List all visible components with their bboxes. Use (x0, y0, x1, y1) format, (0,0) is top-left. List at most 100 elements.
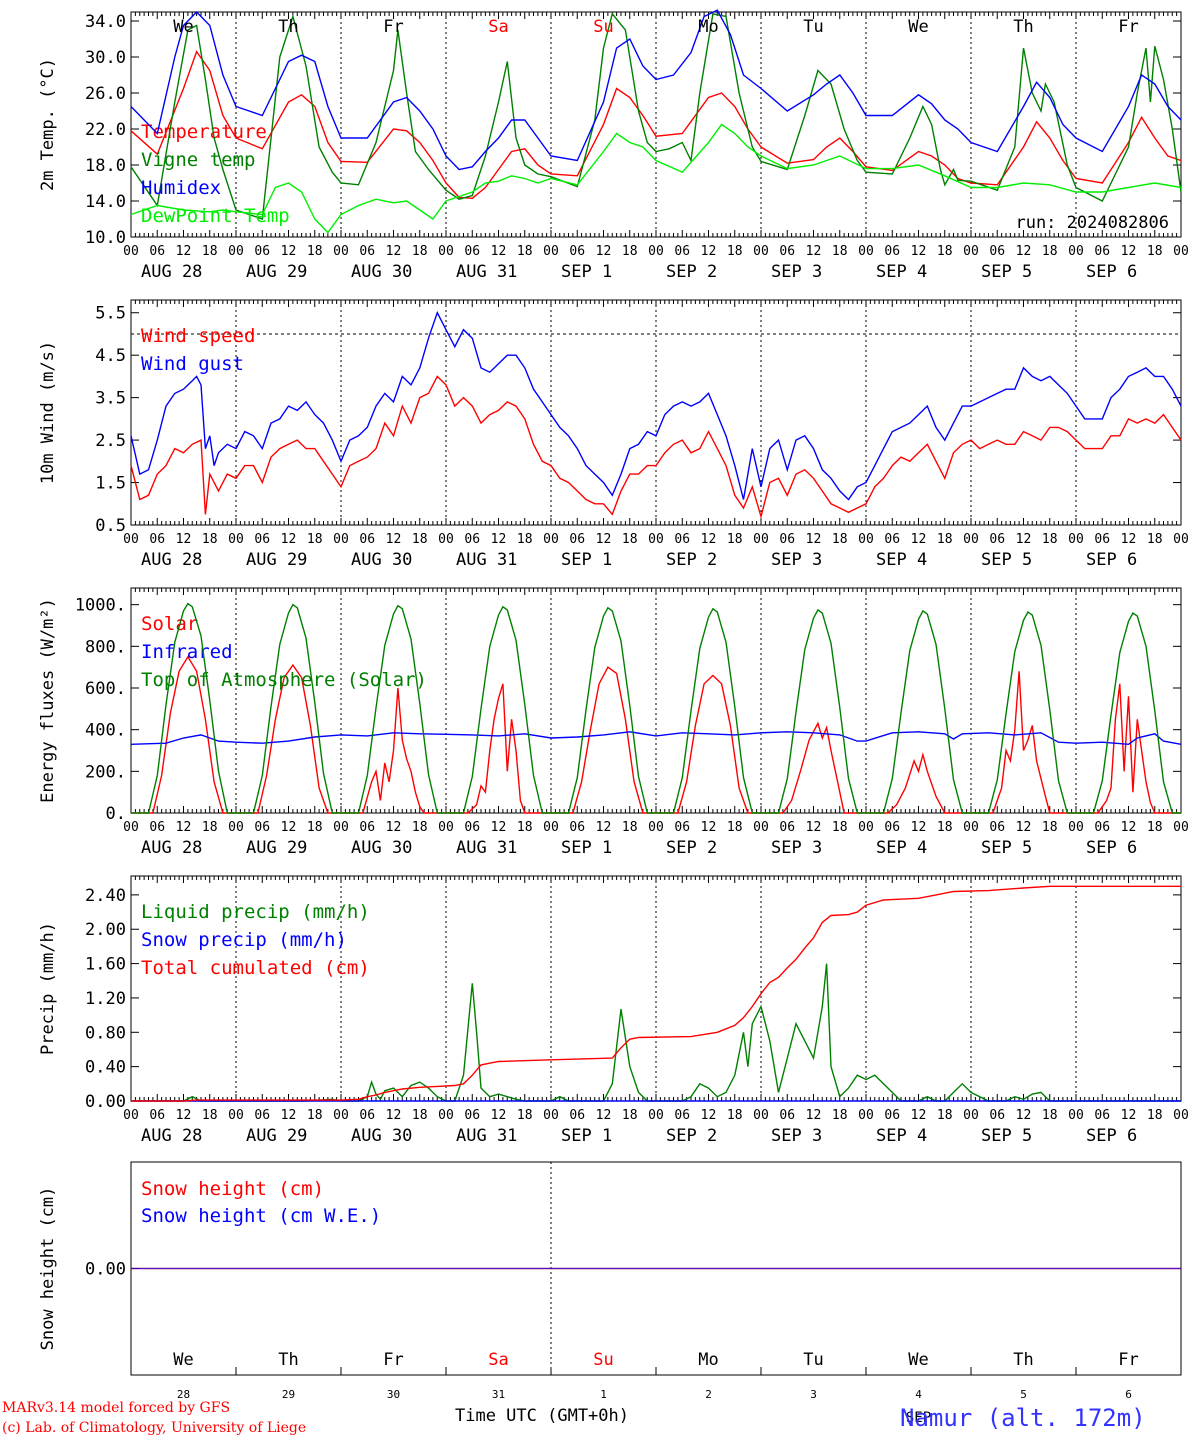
hour-label: 00 (648, 244, 664, 259)
date-label: SEP 4 (876, 838, 927, 858)
hour-label: 00 (123, 820, 139, 835)
hour-label: 00 (858, 820, 874, 835)
hour-label: 00 (1068, 244, 1084, 259)
day-number: 29 (282, 1388, 295, 1401)
hour-label: 00 (123, 1108, 139, 1123)
weekday-label: Fr (383, 17, 403, 37)
hour-label: 12 (911, 820, 927, 835)
y-tick-label: 1.20 (85, 989, 126, 1009)
hour-label: 00 (228, 532, 244, 547)
hour-label: 06 (569, 244, 585, 259)
hour-label: 06 (674, 820, 690, 835)
y-tick-label: 0.00 (85, 1260, 126, 1280)
hour-label: 00 (543, 820, 559, 835)
hour-label: 12 (806, 820, 822, 835)
station-label: Namur (alt. 172m) (900, 1404, 1146, 1432)
legend-entry: Wind gust (141, 353, 244, 375)
date-label: SEP 3 (771, 1126, 822, 1146)
weekday-label: Fr (1118, 17, 1138, 37)
y-tick-label: 0.00 (85, 1092, 126, 1112)
date-label: SEP 1 (561, 262, 612, 282)
hour-label: 06 (779, 1108, 795, 1123)
date-label: AUG 31 (456, 262, 517, 282)
weekday-label: Sa (488, 17, 508, 37)
hour-label: 18 (727, 820, 743, 835)
day-number: 30 (387, 1388, 400, 1401)
weekday-label: Su (593, 17, 613, 37)
date-label: AUG 30 (351, 262, 412, 282)
hour-label: 12 (911, 1108, 927, 1123)
hour-label: 06 (674, 244, 690, 259)
y-axis-label: 2m Temp. (°C) (38, 58, 58, 191)
hour-label: 18 (412, 1108, 428, 1123)
y-tick-label: 0. (106, 804, 126, 824)
y-tick-label: 3.5 (95, 389, 126, 409)
y-tick-label: 5.5 (95, 304, 126, 324)
series-line (131, 885, 1181, 1102)
time-axis-label: Time UTC (GMT+0h) (455, 1406, 629, 1426)
hour-label: 12 (176, 820, 192, 835)
hour-label: 00 (858, 1108, 874, 1123)
legend-entry: DewPoint Temp (141, 205, 290, 227)
hour-label: 18 (202, 532, 218, 547)
model-credit: MARv3.14 model forced by GFS (2, 1400, 231, 1416)
weekday-label: Th (1013, 1350, 1033, 1370)
hour-label: 00 (753, 820, 769, 835)
hour-label: 00 (753, 244, 769, 259)
hour-label: 00 (1068, 1108, 1084, 1123)
y-tick-label: 2.40 (85, 886, 126, 906)
hour-label: 00 (858, 532, 874, 547)
hour-label: 18 (832, 1108, 848, 1123)
hour-label: 06 (1094, 820, 1110, 835)
weekday-label: Fr (383, 1350, 403, 1370)
series-line (130, 375, 1182, 520)
day-number: 1 (600, 1388, 607, 1401)
hour-label: 06 (569, 820, 585, 835)
day-number: 5 (1020, 1388, 1027, 1401)
hour-label: 06 (884, 820, 900, 835)
date-label: SEP 5 (981, 262, 1032, 282)
hour-label: 00 (963, 244, 979, 259)
y-tick-label: 2.5 (95, 431, 126, 451)
hour-label: 12 (596, 244, 612, 259)
date-label: SEP 4 (876, 262, 927, 282)
hour-label: 18 (1042, 244, 1058, 259)
date-label: SEP 1 (561, 838, 612, 858)
hour-label: 00 (438, 532, 454, 547)
hour-label: 06 (149, 532, 165, 547)
hour-label: 00 (1173, 532, 1189, 547)
y-tick-label: 0.5 (95, 516, 126, 536)
date-label: SEP 2 (666, 550, 717, 570)
hour-label: 18 (832, 244, 848, 259)
run-label: run: 2024082806 (1015, 213, 1169, 233)
hour-label: 00 (858, 244, 874, 259)
hour-label: 06 (884, 1108, 900, 1123)
date-label: SEP 3 (771, 838, 822, 858)
legend-entry: Infrared (141, 641, 233, 663)
hour-label: 00 (1173, 244, 1189, 259)
legend-entry: Solar (141, 613, 198, 635)
series-line (130, 310, 1182, 501)
date-label: AUG 29 (246, 1126, 307, 1146)
date-label: AUG 31 (456, 1126, 517, 1146)
weekday-label: Su (593, 1350, 613, 1370)
legend-entry: Snow height (cm) (141, 1178, 324, 1200)
weekday-label: Th (1013, 17, 1033, 37)
hour-label: 18 (727, 1108, 743, 1123)
day-number: 31 (492, 1388, 505, 1401)
hour-label: 12 (911, 244, 927, 259)
hour-label: 12 (806, 532, 822, 547)
hour-label: 12 (386, 820, 402, 835)
hour-label: 00 (333, 244, 349, 259)
date-label: SEP 4 (876, 1126, 927, 1146)
hour-label: 06 (359, 244, 375, 259)
hour-label: 12 (386, 244, 402, 259)
weekday-label: We (908, 1350, 928, 1370)
hour-label: 18 (727, 532, 743, 547)
weekday-label: Th (278, 17, 298, 37)
hour-label: 18 (937, 244, 953, 259)
hour-label: 12 (491, 532, 507, 547)
hour-label: 18 (202, 820, 218, 835)
day-number: 6 (1125, 1388, 1132, 1401)
